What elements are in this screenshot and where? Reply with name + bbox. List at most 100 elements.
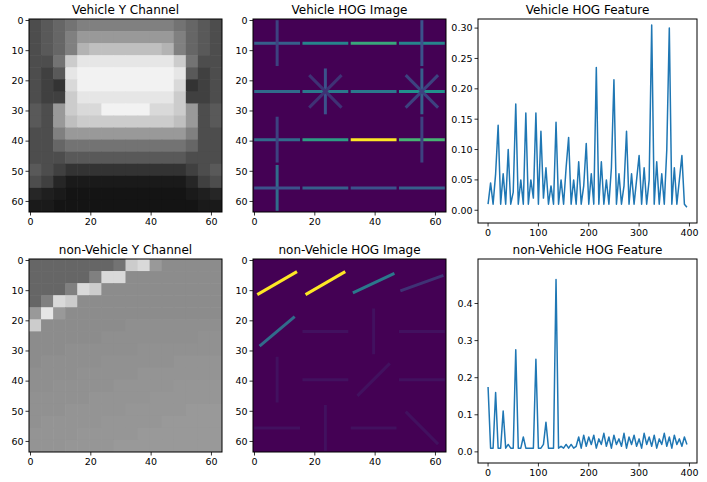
pixel-cell	[53, 140, 66, 153]
pixel-cell	[41, 392, 54, 405]
axes-frame	[253, 19, 446, 212]
pixel-cell	[162, 416, 175, 429]
pixel-cell	[210, 283, 222, 296]
pixel-cell	[53, 19, 66, 32]
y-tick	[475, 451, 479, 452]
hog-stroke	[351, 186, 397, 189]
pixel-cell	[65, 368, 78, 381]
pixel-cell	[53, 380, 66, 393]
pixel-cell	[186, 404, 199, 417]
pixel-cell	[53, 31, 66, 44]
pixel-cell	[162, 43, 175, 56]
pixel-cell	[101, 404, 114, 417]
pixel-cell	[210, 343, 222, 356]
pixel-cell	[53, 152, 66, 165]
pixel-cell	[138, 164, 151, 177]
pixel-cell	[186, 283, 199, 296]
pixel-cell	[77, 416, 90, 429]
pixel-cell	[174, 103, 187, 116]
pixel-cell	[126, 271, 139, 284]
pixel-cell	[198, 164, 211, 177]
pixel-cell	[101, 283, 114, 296]
pixel-cell	[174, 343, 187, 356]
pixel-cell	[29, 103, 42, 116]
pixel-cell	[210, 428, 222, 441]
y-tick	[475, 210, 479, 211]
pixel-cell	[174, 67, 187, 80]
pixel-cell	[210, 392, 222, 405]
y-tick	[26, 50, 30, 51]
pixel-cell	[77, 43, 90, 56]
y-tick-label: 0	[17, 255, 23, 266]
pixel-cell	[53, 79, 66, 92]
pixel-cell	[138, 116, 151, 129]
pixel-cell	[174, 356, 187, 369]
feature-line	[488, 25, 687, 207]
pixel-cell	[41, 428, 54, 441]
y-tick	[26, 110, 30, 111]
pixel-cell	[150, 164, 163, 177]
pixel-cell	[198, 259, 211, 272]
pixel-cell	[150, 271, 163, 284]
pixel-cell	[198, 428, 211, 441]
x-tick-label: 20	[85, 456, 97, 467]
hog-background	[253, 259, 446, 452]
panel-title: Vehicle HOG Feature	[526, 3, 650, 17]
pixel-cell	[101, 440, 114, 452]
pixel-cell	[198, 380, 211, 393]
pixel-cell	[210, 368, 222, 381]
pixel-cell	[41, 356, 54, 369]
axes-frame	[478, 19, 697, 223]
pixel-cell	[186, 140, 199, 153]
panel: 01002003004000.000.050.100.150.200.250.3…	[451, 3, 698, 238]
pixel-cell	[53, 176, 66, 189]
pixel-cell	[113, 319, 126, 332]
pixel-cell	[138, 152, 151, 165]
y-tick	[250, 290, 254, 291]
panel: 02040600102030405060non-Vehicle HOG Imag…	[235, 243, 446, 467]
pixel-cell	[186, 368, 199, 381]
pixel-cell	[210, 55, 222, 68]
y-tick-label: 0.25	[451, 53, 472, 64]
panel-title: non-Vehicle Y Channel	[59, 243, 192, 257]
y-tick-label: 0.30	[451, 22, 472, 33]
pixel-cell	[210, 116, 222, 129]
pixel-cell	[77, 176, 90, 189]
x-tick	[639, 463, 640, 467]
y-tick-label: 50	[235, 406, 247, 417]
pixel-cell	[101, 368, 114, 381]
pixel-cell	[65, 392, 78, 405]
pixel-cell	[198, 295, 211, 308]
pixel-cell	[113, 128, 126, 141]
x-tick-label: 400	[680, 227, 698, 238]
plot-area	[29, 259, 222, 452]
pixel-cell	[29, 307, 42, 320]
pixel-cell	[138, 380, 151, 393]
x-tick-label: 40	[369, 216, 381, 227]
x-tick	[375, 452, 376, 456]
y-tick	[26, 260, 30, 261]
pixel-cell	[53, 200, 66, 212]
pixel-cell	[138, 79, 151, 92]
pixel-cell	[29, 283, 42, 296]
pixel-cell	[89, 152, 102, 165]
pixel-cell	[89, 368, 102, 381]
x-tick	[689, 463, 690, 467]
pixel-cell	[126, 43, 139, 56]
pixel-cell	[113, 140, 126, 153]
y-tick-label: 0.1	[457, 409, 472, 420]
pixel-cell	[162, 331, 175, 344]
pixel-cell	[41, 259, 54, 272]
pixel-cell	[101, 31, 114, 44]
pixel-cell	[162, 271, 175, 284]
pixel-cell	[53, 259, 66, 272]
x-tick	[211, 452, 212, 456]
pixel-cell	[210, 67, 222, 80]
pixel-cell	[138, 91, 151, 104]
pixel-cell	[162, 79, 175, 92]
pixel-cell	[210, 79, 222, 92]
pixel-cell	[101, 43, 114, 56]
pixel-cell	[77, 128, 90, 141]
hog-stroke	[254, 186, 300, 189]
x-tick	[435, 452, 436, 456]
